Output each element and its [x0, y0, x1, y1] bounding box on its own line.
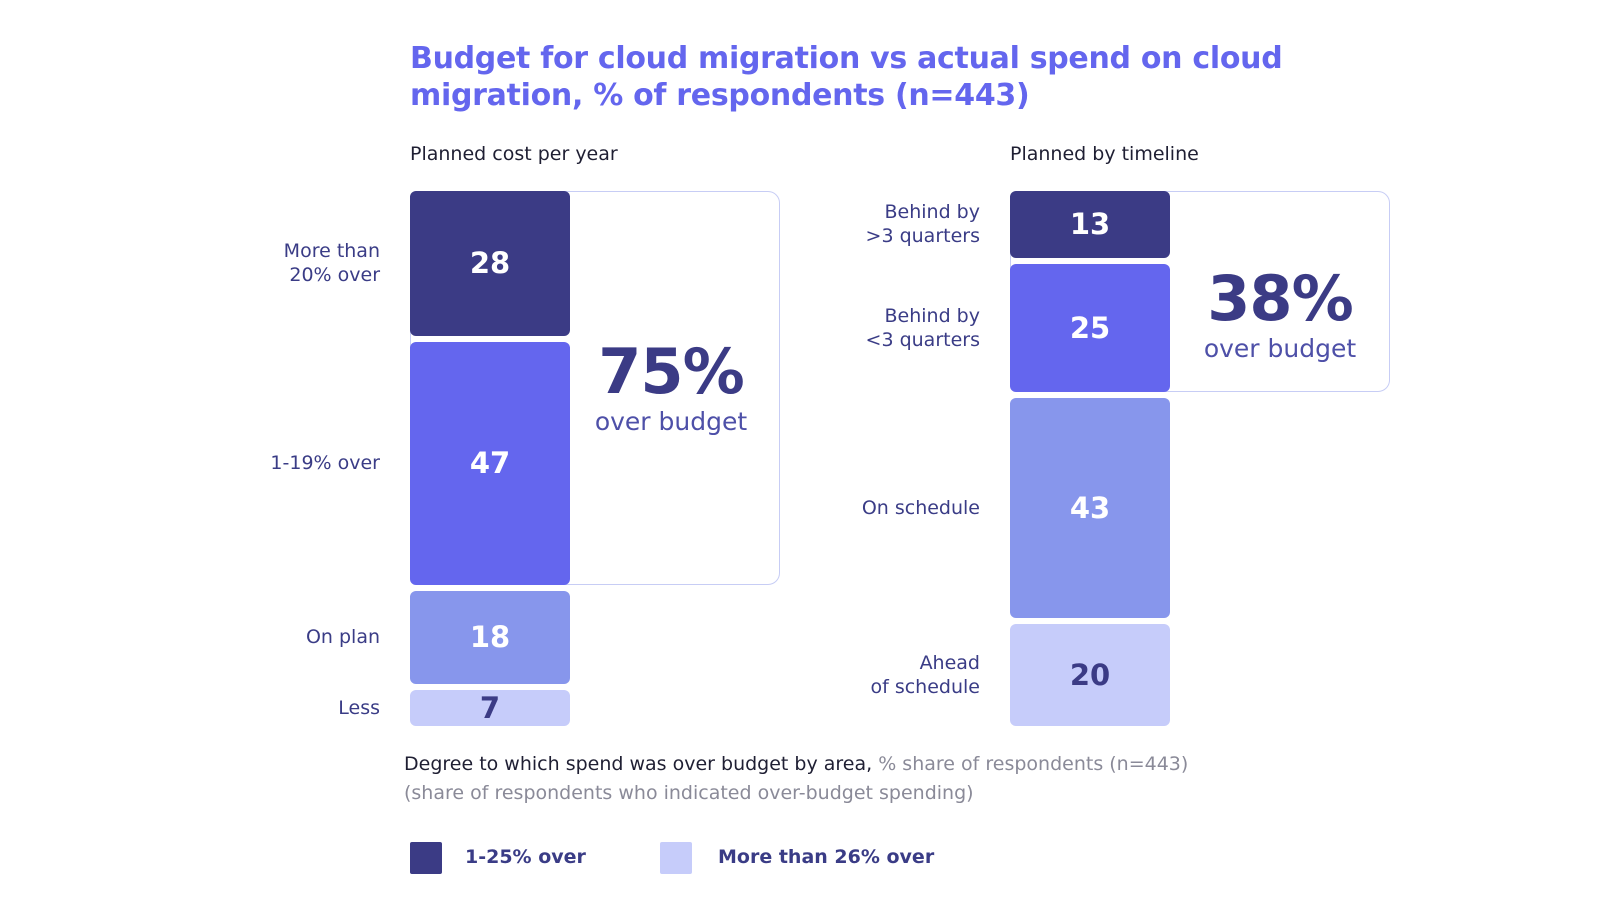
bar-segment: 25 [1010, 263, 1170, 392]
category-label-line: of schedule [870, 675, 980, 698]
category-label: Less [338, 696, 380, 720]
data-label: 20 [1069, 657, 1111, 692]
legend-label: More than 26% over [718, 846, 935, 868]
chart-caption: Degree to which spend was over budget by… [404, 750, 1188, 808]
callout-percentage: 75% [598, 335, 744, 408]
chart-title-line-1: Budget for cloud migration vs actual spe… [410, 41, 1283, 76]
category-label-line: Behind by [884, 304, 981, 327]
data-label: 25 [1069, 310, 1111, 345]
category-label: Ahead of schedule [870, 651, 980, 699]
callout-percentage: 38% [1207, 262, 1353, 335]
data-label: 13 [1069, 207, 1111, 242]
category-label: Behind by <3 quarters [866, 304, 980, 352]
legend-swatch [410, 842, 442, 874]
category-label: On schedule [862, 496, 980, 520]
bar-segment: 47 [410, 341, 570, 585]
panel-title-cost: Planned cost per year [410, 143, 618, 165]
caption-line-2: (share of respondents who indicated over… [404, 782, 974, 804]
callout-label: over budget [1203, 334, 1357, 363]
legend-swatch [660, 842, 692, 874]
legend-label: 1-25% over [465, 846, 586, 868]
caption-muted: % share of respondents (n=443) [872, 753, 1189, 775]
category-label: Behind by >3 quarters [866, 200, 980, 248]
category-label: More than 20% over [284, 239, 380, 287]
category-label-line: On schedule [861, 496, 980, 519]
bar-segment: 18 [410, 590, 570, 684]
data-label: 7 [479, 690, 501, 725]
bar-segment: 28 [410, 191, 570, 336]
category-label-line: Behind by [884, 201, 981, 224]
caption-main: Degree to which spend was over budget by… [404, 753, 873, 775]
category-label-line: More than [283, 240, 380, 263]
category-label: 1-19% over [270, 451, 380, 475]
bar-segment: 13 [1010, 191, 1170, 258]
category-label: On plan [306, 625, 380, 649]
category-label-line: Ahead [919, 651, 980, 674]
category-label-line: >3 quarters [865, 225, 980, 248]
category-label-line: 20% over [289, 264, 380, 287]
data-label: 28 [469, 246, 511, 281]
category-label-line: On plan [305, 626, 380, 649]
chart-title-line-2: migration, % of respondents (n=443) [410, 78, 1030, 113]
data-label: 43 [1069, 490, 1111, 525]
bar-segment: 43 [1010, 397, 1170, 618]
callout-label: over budget [594, 407, 748, 436]
panel-title-timeline: Planned by timeline [1010, 143, 1199, 165]
category-label-line: <3 quarters [865, 328, 980, 351]
bar-segment: 20 [1010, 623, 1170, 726]
category-label-line: Less [338, 696, 380, 719]
category-label-line: 1-19% over [270, 452, 380, 475]
data-label: 47 [469, 446, 511, 481]
bar-segment: 7 [410, 689, 570, 726]
chart-title: Budget for cloud migration vs actual spe… [410, 40, 1310, 114]
data-label: 18 [469, 620, 511, 655]
